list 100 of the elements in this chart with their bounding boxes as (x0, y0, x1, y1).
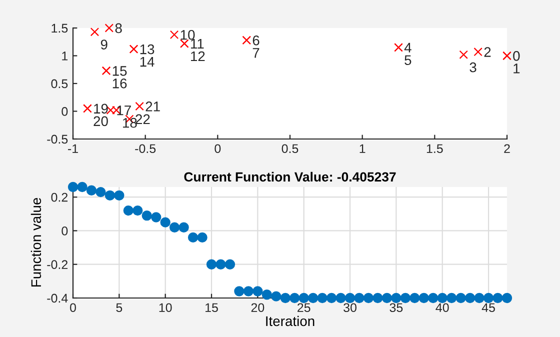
x-axis-title: Iteration (266, 316, 314, 326)
x-tick-label: 40 (436, 303, 449, 312)
point (104, 24, 114, 32)
point (114, 190, 124, 200)
point (290, 292, 300, 304)
y-tick-label: -0.5 (47, 134, 68, 144)
annotation: 22 (136, 114, 150, 124)
point (446, 292, 457, 304)
point (418, 292, 429, 304)
point (326, 292, 337, 304)
point (135, 102, 144, 111)
point (280, 292, 290, 304)
point (354, 292, 364, 304)
annotation: 7 (252, 48, 260, 58)
annotation: 13 (140, 44, 154, 54)
annotation: 19 (94, 104, 108, 114)
annotation: 5 (404, 55, 412, 66)
annotation: 10 (180, 30, 195, 40)
point (234, 286, 244, 296)
point (170, 30, 179, 40)
point (262, 290, 272, 300)
annotation: 16 (112, 78, 127, 88)
annotation: 6 (252, 35, 260, 46)
y-tick-label: 1.5 (52, 24, 68, 33)
annotation: 14 (140, 57, 154, 67)
point (160, 217, 170, 228)
point (344, 292, 356, 304)
y-tick-label: 0 (62, 226, 68, 236)
annotation: 4 (404, 42, 412, 52)
point (90, 28, 100, 36)
annotation: 1 (514, 64, 520, 74)
x-tick-label: 25 (298, 303, 310, 312)
point (298, 292, 309, 304)
point (400, 292, 411, 304)
x-tick-label: -1 (68, 144, 78, 153)
point (308, 292, 318, 304)
point (474, 48, 482, 56)
point (474, 292, 484, 304)
point (410, 292, 420, 304)
x-tick-label: 0.5 (282, 144, 298, 154)
point (372, 292, 383, 304)
y-tick-label: 1 (62, 52, 68, 60)
annotation: 9 (100, 40, 108, 50)
x-tick-label: 0 (70, 303, 76, 312)
point (317, 292, 328, 304)
y-tick-label: 0.5 (51, 79, 68, 88)
point (382, 292, 392, 304)
point (216, 259, 226, 270)
point (391, 292, 402, 304)
x-tick-label: 1.5 (426, 144, 443, 154)
point (483, 292, 494, 304)
point (151, 212, 162, 222)
y-tick-label: 0 (62, 107, 68, 116)
point (428, 292, 438, 304)
point (77, 182, 88, 192)
point (363, 292, 374, 304)
y-tick-label: 0.2 (51, 192, 68, 202)
point (464, 292, 476, 304)
x-tick-label: 0 (214, 144, 221, 154)
x-tick-label: 5 (116, 303, 122, 312)
point (502, 292, 512, 304)
x-tick-label: 30 (344, 303, 356, 312)
annotation: 15 (112, 66, 127, 76)
point (142, 210, 152, 221)
x-tick-label: -0.5 (135, 144, 156, 154)
x-tick-label: 2 (504, 144, 510, 153)
point (86, 185, 97, 196)
x-tick-label: 15 (206, 303, 218, 312)
point (456, 292, 466, 304)
point (178, 222, 189, 232)
point (459, 50, 468, 59)
y-tick-label: -0.2 (47, 260, 68, 270)
point (224, 259, 236, 270)
point (492, 292, 503, 304)
y-tick-label: -0.4 (47, 294, 68, 303)
annotation: 3 (470, 62, 476, 72)
y-axis-title: Function value (30, 198, 42, 287)
point (169, 222, 180, 232)
annotation: 20 (94, 116, 108, 126)
x-tick-label: 35 (390, 303, 403, 312)
annotation: 21 (146, 102, 160, 112)
point (252, 286, 263, 296)
x-tick-label: 20 (251, 303, 264, 312)
annotation: 18 (123, 118, 137, 128)
point (132, 205, 143, 216)
point (437, 292, 448, 304)
point (336, 292, 346, 304)
point (197, 232, 208, 243)
point (188, 232, 198, 243)
annotation: 11 (191, 38, 204, 49)
point (96, 186, 106, 198)
annotation: 2 (484, 47, 491, 57)
point (271, 291, 282, 302)
x-tick-label: 1 (360, 144, 366, 153)
point (243, 286, 254, 296)
x-tick-label: 45 (482, 303, 495, 312)
annotation: 8 (115, 23, 122, 34)
point (68, 182, 78, 192)
point (104, 190, 116, 200)
point (206, 259, 217, 270)
